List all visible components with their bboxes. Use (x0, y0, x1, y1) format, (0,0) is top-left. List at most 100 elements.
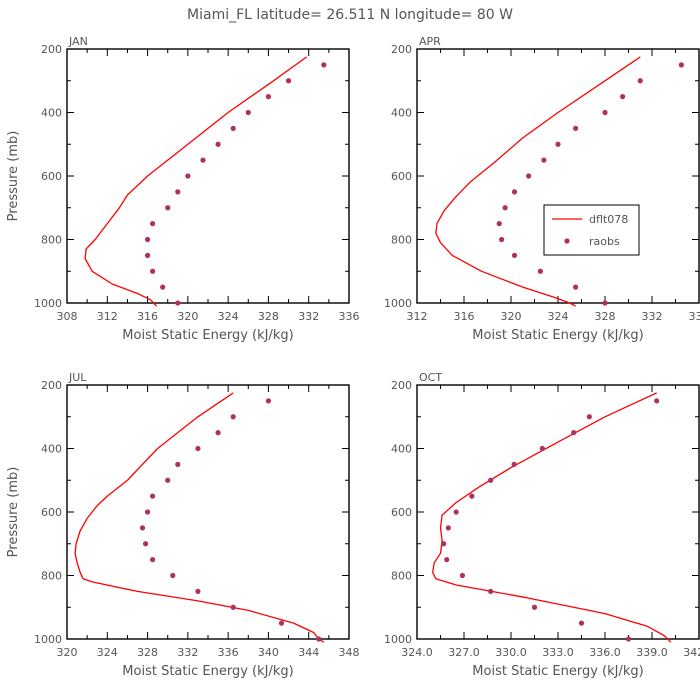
data-point-raobs (537, 268, 543, 274)
data-point-raobs (165, 205, 171, 211)
y-tick-label: 1000 (384, 297, 412, 310)
data-point-raobs (230, 604, 236, 610)
y-tick-label: 200 (391, 43, 412, 56)
panel-jul: JUL 320 324 328 332 336 340 344 348 200 400 600 800 1… (6, 371, 360, 679)
x-axis-label: Moist Static Energy (kJ/kg) (122, 664, 293, 679)
series-line-dflt078 (74, 392, 325, 643)
data-point-raobs (571, 430, 577, 436)
panel-jan: JAN 308 312 316 320 324 328 332 336 200 400 600 800 1… (6, 35, 360, 343)
y-axis-label: Pressure (mb) (6, 467, 21, 558)
x-tick-label: 324 (218, 310, 239, 323)
data-point-raobs (511, 189, 518, 195)
data-point-raobs (654, 398, 660, 404)
y-tick-label: 1000 (384, 633, 412, 646)
series-line-dflt078 (435, 56, 641, 307)
data-point-raobs (195, 445, 201, 452)
x-tick-label: 336 (689, 310, 700, 323)
x-axis-label: Moist Static Energy (kJ/kg) (472, 664, 643, 679)
x-axis-label: Moist Static Energy (kJ/kg) (472, 328, 643, 343)
data-point-raobs (620, 94, 626, 100)
data-point-raobs (150, 557, 156, 563)
y-tick-label: 600 (391, 170, 412, 183)
x-tick-label: 342.0 (683, 646, 700, 659)
data-point-raobs (625, 636, 632, 642)
panel-title: JUL (68, 371, 87, 384)
x-tick-label: 316 (454, 310, 475, 323)
data-point-raobs (637, 78, 643, 84)
x-tick-label: 328 (137, 646, 158, 659)
y-tick-label: 200 (41, 379, 62, 392)
y-tick-label: 600 (391, 506, 412, 519)
x-tick-label: 324 (548, 310, 569, 323)
data-point-raobs (175, 189, 181, 195)
x-tick-label: 344 (298, 646, 319, 659)
data-point-raobs (469, 493, 475, 499)
y-tick-label: 800 (391, 570, 412, 583)
data-point-raobs (170, 572, 176, 579)
data-point-raobs (602, 300, 608, 306)
data-point-raobs (459, 572, 466, 579)
x-tick-label: 320 (57, 646, 78, 659)
x-tick-label: 320 (501, 310, 522, 323)
y-tick-label: 800 (41, 234, 62, 247)
data-point-raobs (586, 414, 592, 420)
data-point-raobs (541, 157, 547, 163)
data-point-raobs (185, 173, 191, 179)
x-tick-label: 332 (642, 310, 663, 323)
y-axis-label: Pressure (mb) (6, 131, 21, 222)
x-tick-label: 328 (258, 310, 279, 323)
data-point-raobs (445, 525, 451, 531)
x-tick-label: 327.0 (448, 646, 480, 659)
plot-frame (66, 384, 350, 640)
panel-title: JAN (68, 35, 88, 48)
data-point-raobs (230, 414, 236, 420)
data-point-raobs (531, 604, 538, 610)
data-point-raobs (195, 588, 201, 594)
legend-box (543, 204, 640, 256)
data-point-raobs (488, 477, 494, 483)
data-point-raobs (150, 493, 156, 499)
y-tick-label: 400 (391, 107, 412, 120)
data-point-raobs (511, 252, 518, 258)
data-point-raobs (144, 252, 151, 258)
data-point-raobs (215, 141, 221, 147)
data-point-raobs (321, 62, 327, 68)
x-tick-label: 336 (339, 310, 360, 323)
data-point-raobs (144, 236, 151, 243)
x-tick-label: 324.0 (401, 646, 433, 659)
data-point-raobs (150, 221, 156, 227)
data-point-raobs (573, 125, 579, 131)
data-point-raobs (499, 236, 505, 243)
panel-title: OCT (419, 371, 442, 384)
x-tick-label: 339.0 (636, 646, 668, 659)
data-point-raobs (444, 557, 450, 563)
data-point-raobs (245, 109, 251, 116)
data-point-raobs (573, 284, 579, 290)
x-tick-label: 320 (177, 310, 198, 323)
x-tick-label: 340 (258, 646, 279, 659)
data-point-raobs (175, 300, 181, 306)
data-point-raobs (230, 125, 236, 131)
legend: dflt078 raobs (543, 204, 640, 256)
y-tick-label: 200 (391, 379, 412, 392)
legend-label: dflt078 (589, 213, 628, 226)
data-point-raobs (526, 173, 532, 179)
panel-oct: OCT 324.0 327.0 330.0 333.0 336.0 339.0 342.0 20… (384, 371, 700, 679)
data-point-raobs (144, 509, 151, 515)
data-point-raobs (215, 430, 221, 436)
y-tick-label: 600 (41, 170, 62, 183)
x-axis-label: Moist Static Energy (kJ/kg) (122, 328, 293, 343)
data-point-raobs (502, 205, 508, 211)
data-point-raobs (265, 94, 272, 100)
y-tick-label: 800 (391, 234, 412, 247)
x-tick-label: 332 (177, 646, 198, 659)
figure-title: Miami_FL latitude= 26.511 N longitude= 8… (187, 7, 513, 23)
data-point-raobs (602, 109, 608, 116)
x-tick-label: 330.0 (495, 646, 527, 659)
data-point-raobs (150, 268, 156, 274)
data-point-raobs (453, 509, 459, 515)
data-point-raobs (200, 157, 206, 163)
y-tick-label: 200 (41, 43, 62, 56)
data-point-raobs (555, 141, 561, 147)
